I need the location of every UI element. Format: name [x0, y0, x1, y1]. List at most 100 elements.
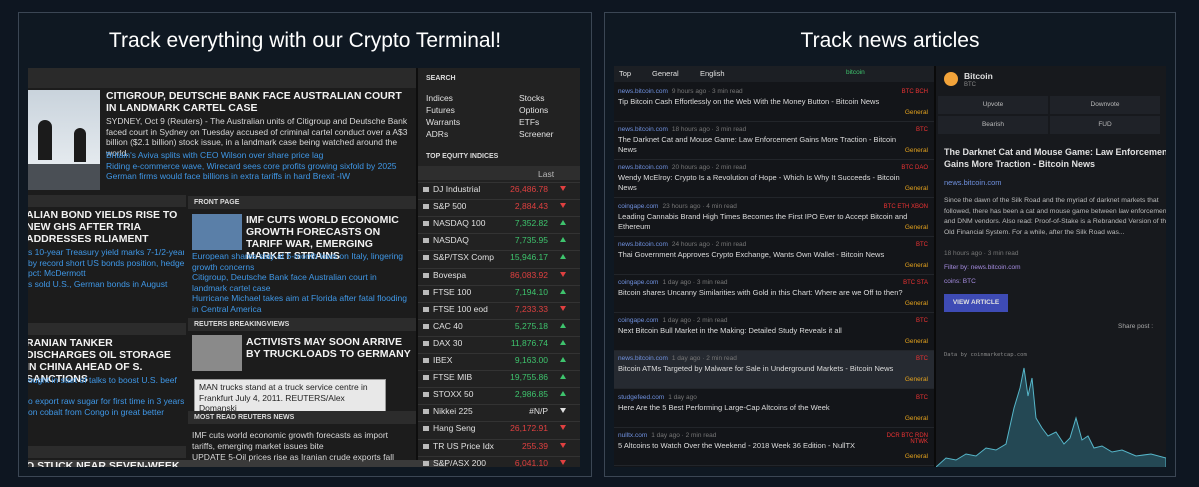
article-category: General — [904, 185, 928, 193]
terminal-screenshot: CITIGROUP, DEUTSCHE BANK FACE AUSTRALIAN… — [28, 68, 580, 467]
article-title: Thai Government Approves Crypto Exchange… — [618, 249, 885, 259]
story-link: by record short US bonds position, hedge — [28, 257, 184, 268]
search-link: Warrants — [426, 117, 461, 127]
row-sep — [418, 438, 580, 440]
row-sep — [418, 455, 580, 457]
trend-arrow — [560, 442, 566, 448]
coin-icon — [944, 72, 958, 86]
source: nulltx.com — [618, 431, 648, 439]
article-tags: BTC — [916, 394, 928, 401]
index-last: #N/P — [529, 406, 548, 417]
divider — [934, 66, 936, 467]
meta: 20 hours ago · 2 min read — [671, 164, 747, 172]
index-last: 86,083.92 — [510, 269, 548, 280]
section-bar — [28, 446, 186, 458]
story-link: ought in start of talks to boost U.S. be… — [28, 375, 177, 385]
article-title: Wendy McElroy: Crypto Is a Revolution of… — [618, 173, 900, 193]
index-name: DAX 30 — [433, 337, 463, 348]
source: news.bitcoin.com — [618, 164, 668, 172]
index-name: Nikkei 225 — [433, 406, 473, 417]
headline: ACTIVISTS MAY SOON ARRIVE BY TRUCKLOADS … — [246, 336, 411, 360]
article-tags: BTC STA — [903, 280, 928, 286]
article-tags: BTC — [916, 241, 928, 248]
trend-arrow — [560, 271, 566, 277]
row-sep — [418, 182, 580, 183]
section-bar: MOST READ REUTERS NEWS — [188, 411, 416, 424]
meta: 1 day ago · 2 min read — [662, 317, 728, 325]
row-sep — [614, 464, 934, 466]
price-area — [936, 367, 1166, 467]
article-source-link: news.bitcoin.com — [944, 178, 1002, 187]
row-icon — [423, 358, 429, 363]
article-title: Leading Cannabis Brand High Times Become… — [618, 211, 908, 231]
trend-arrow — [560, 357, 566, 362]
story-link: pct: McDermott — [28, 268, 86, 278]
trend-arrow — [560, 374, 566, 380]
chart-credit: Data by coinmarketcap.com — [944, 352, 1027, 358]
row-icon — [423, 187, 429, 192]
row-icon — [423, 392, 429, 398]
index-name: CAC 40 — [433, 320, 463, 331]
meta: 24 hours ago · 2 min read — [671, 240, 747, 248]
article-source: coingape.com 1 day ago · 3 min read — [618, 279, 728, 286]
index-name: FTSE MIB — [433, 372, 473, 383]
dropdown: English — [700, 69, 725, 78]
article-source: news.bitcoin.com 18 hours ago · 3 min rea… — [618, 126, 746, 133]
row-sep — [418, 216, 580, 218]
filter-link: Filter by: news.bitcoin.com — [944, 264, 1021, 271]
index-last: 7,352.82 — [514, 218, 548, 229]
row-sep — [418, 318, 580, 320]
news-item: UPDATE 5-Oil prices rise as Iranian crud… — [192, 452, 395, 462]
article-title: Here Are the 5 Best Performing Large-Cap… — [618, 402, 830, 412]
coin-name: Bitcoin — [964, 71, 993, 81]
article-meta: 18 hours ago · 3 min read — [944, 250, 1019, 257]
row-icon — [423, 306, 429, 312]
index-name: FTSE 100 eod — [433, 303, 488, 314]
source: news.bitcoin.com — [618, 355, 668, 363]
row-sep — [418, 284, 580, 286]
index-last: 7,233.33 — [514, 303, 548, 314]
view-article-button[interactable]: VIEW ARTICLE — [944, 294, 1008, 312]
article-title: Tip Bitcoin Cash Effortlessly on the Web… — [618, 97, 880, 106]
article-category: General — [904, 223, 928, 231]
trend-arrow — [560, 288, 566, 294]
index-name: DJ Industrial — [433, 184, 481, 194]
table-header-bar — [418, 166, 580, 180]
story-link: European shares stay at 6-month lows on … — [192, 251, 404, 272]
share-label: Share post : — [1118, 323, 1154, 330]
index-name: TR US Price Idx — [433, 440, 494, 451]
meta: 1 day ago · 2 min read — [651, 431, 717, 439]
story-link: German firms would face billions in extr… — [106, 171, 351, 181]
section-label: TOP EQUITY INDICES — [426, 153, 499, 160]
index-last: 6,041.10 — [514, 457, 548, 467]
index-last: 26,172.91 — [510, 423, 548, 434]
vote-button: Downvote — [1050, 96, 1160, 114]
vote-button: FUD — [1050, 116, 1160, 134]
story-image — [192, 214, 242, 250]
headline: ALIAN BOND YIELDS RISE TO NEW GHS AFTER … — [28, 209, 178, 245]
row-icon — [423, 375, 429, 381]
row-sep — [614, 312, 934, 313]
article-tags: DCR BTC RDN NTWK — [886, 432, 928, 445]
row-sep — [614, 235, 934, 237]
story-image — [192, 335, 242, 371]
article-title: Next Bitcoin Bull Market in the Making: … — [618, 326, 842, 336]
index-last: 15,946.17 — [510, 252, 548, 263]
source: news.bitcoin.com — [618, 88, 668, 95]
row-sep — [418, 199, 580, 201]
meta: 18 hours ago · 3 min read — [671, 126, 747, 134]
section-bar — [28, 323, 186, 335]
headline: IMF CUTS WORLD ECONOMIC GROWTH FORECASTS… — [246, 214, 399, 262]
article-source: studgefeed.com 1 day ago — [618, 394, 697, 401]
search-link: ADRs — [426, 129, 449, 139]
trend-arrow — [560, 220, 566, 226]
article-category: General — [904, 109, 928, 116]
index-name: S&P/TSX Comp — [433, 252, 494, 263]
article-tags: BTC BCH — [901, 89, 928, 95]
article-source: news.bitcoin.com 9 hours ago · 3 min read — [618, 88, 743, 95]
row-sep — [418, 421, 580, 423]
column-header: Last — [538, 169, 555, 179]
row-sep — [418, 267, 580, 269]
index-name: S&P 500 — [433, 201, 467, 212]
panel-title: Track news articles — [800, 29, 980, 52]
